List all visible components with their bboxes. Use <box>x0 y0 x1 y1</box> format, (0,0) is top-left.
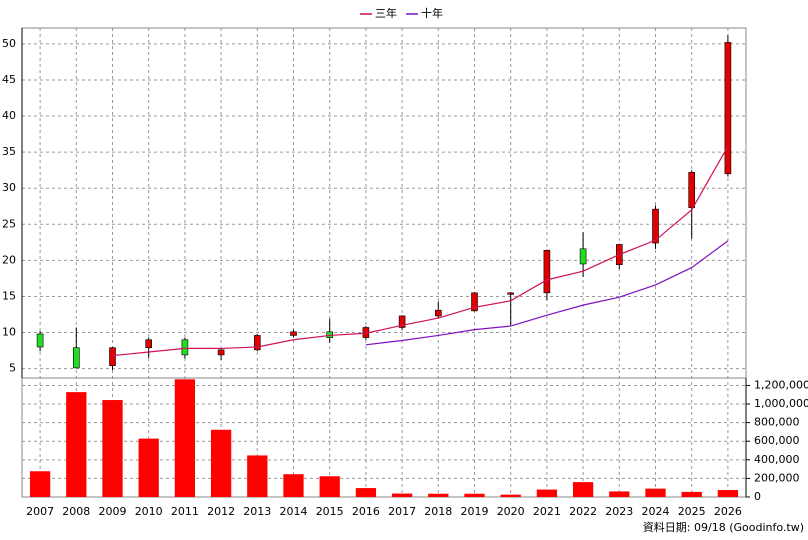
x-tick-label: 2015 <box>316 505 344 518</box>
candle-body <box>471 292 478 312</box>
candle-body <box>652 208 659 244</box>
x-tick-label: 2022 <box>569 505 597 518</box>
y2-tick-label: 0 <box>754 490 761 503</box>
candle-body <box>73 347 80 369</box>
legend-label: 十年 <box>421 6 443 20</box>
volume-bar <box>391 493 413 497</box>
volume-bar <box>609 491 630 497</box>
x-tick-label: 2023 <box>605 505 633 518</box>
y-tick-label: 5 <box>9 362 16 375</box>
y2-tick-label: 600,000 <box>754 434 800 447</box>
x-tick-label: 2016 <box>352 505 380 518</box>
candle-body <box>217 349 225 356</box>
x-tick-label: 2009 <box>99 505 127 518</box>
x-tick-label: 2017 <box>388 505 416 518</box>
volume-bar <box>138 438 159 497</box>
x-tick-label: 2011 <box>171 505 199 518</box>
y-tick-label: 20 <box>2 253 16 266</box>
x-tick-label: 2010 <box>135 505 163 518</box>
y-tick-label: 15 <box>2 289 16 302</box>
x-tick-label: 2019 <box>461 505 489 518</box>
candle-body <box>290 331 297 336</box>
footer: 資料日期: 09/18 (Goodinfo.tw) <box>643 520 804 534</box>
candle-body <box>579 248 587 265</box>
candle-body <box>145 339 152 348</box>
volume-bar <box>645 488 666 497</box>
volume-bar <box>283 474 304 497</box>
y2-tick-label: 200,000 <box>754 471 800 484</box>
x-tick-label: 2026 <box>714 505 742 518</box>
candle-body <box>398 315 406 328</box>
x-tick-label: 2012 <box>207 505 235 518</box>
volume-bar <box>174 379 196 497</box>
candle-body <box>688 172 696 208</box>
y-tick-label: 40 <box>2 109 16 122</box>
candle-body <box>109 347 116 367</box>
volume-bar <box>29 471 51 497</box>
volume-bar <box>319 476 340 497</box>
y-tick-label: 35 <box>2 145 16 158</box>
y2-tick-label: 1,200,000 <box>754 378 808 391</box>
y-tick-label: 50 <box>2 37 16 50</box>
y-tick-label: 10 <box>2 326 16 339</box>
volume-bar <box>210 429 232 497</box>
legend-label: 三年 <box>375 6 397 20</box>
y-tick-label: 45 <box>2 73 16 86</box>
y2-tick-label: 400,000 <box>754 453 800 466</box>
volume-bar <box>428 493 449 497</box>
candle-body <box>543 249 551 294</box>
volume-bar <box>247 455 268 497</box>
x-tick-label: 2013 <box>243 505 271 518</box>
volume-bar <box>102 400 123 497</box>
x-tick-label: 2014 <box>280 505 308 518</box>
volume-bar <box>572 482 594 497</box>
volume-bar <box>464 493 485 497</box>
y-tick-label: 30 <box>2 181 16 194</box>
candle-body <box>724 42 732 175</box>
ma-line <box>365 240 729 346</box>
volume-bar <box>717 490 739 497</box>
x-tick-label: 2021 <box>533 505 561 518</box>
x-tick-label: 2024 <box>642 505 670 518</box>
candle-body <box>507 292 515 295</box>
volume-bar <box>681 491 702 497</box>
ma-line <box>112 146 729 357</box>
x-tick-label: 2007 <box>26 505 54 518</box>
x-tick-label: 2025 <box>678 505 706 518</box>
x-tick-label: 2008 <box>62 505 90 518</box>
candle-body <box>254 335 261 351</box>
x-tick-label: 2018 <box>424 505 452 518</box>
candle-body <box>181 339 189 356</box>
volume-bar <box>500 494 521 497</box>
volume-bar <box>355 488 377 497</box>
x-tick-label: 2020 <box>497 505 525 518</box>
y2-tick-label: 1,000,000 <box>754 397 808 410</box>
volume-bar <box>536 489 558 497</box>
candle-body <box>434 309 442 317</box>
y2-tick-label: 800,000 <box>754 416 800 429</box>
y-tick-label: 25 <box>2 217 16 230</box>
candle-body <box>36 333 44 348</box>
volume-bar <box>66 392 87 497</box>
